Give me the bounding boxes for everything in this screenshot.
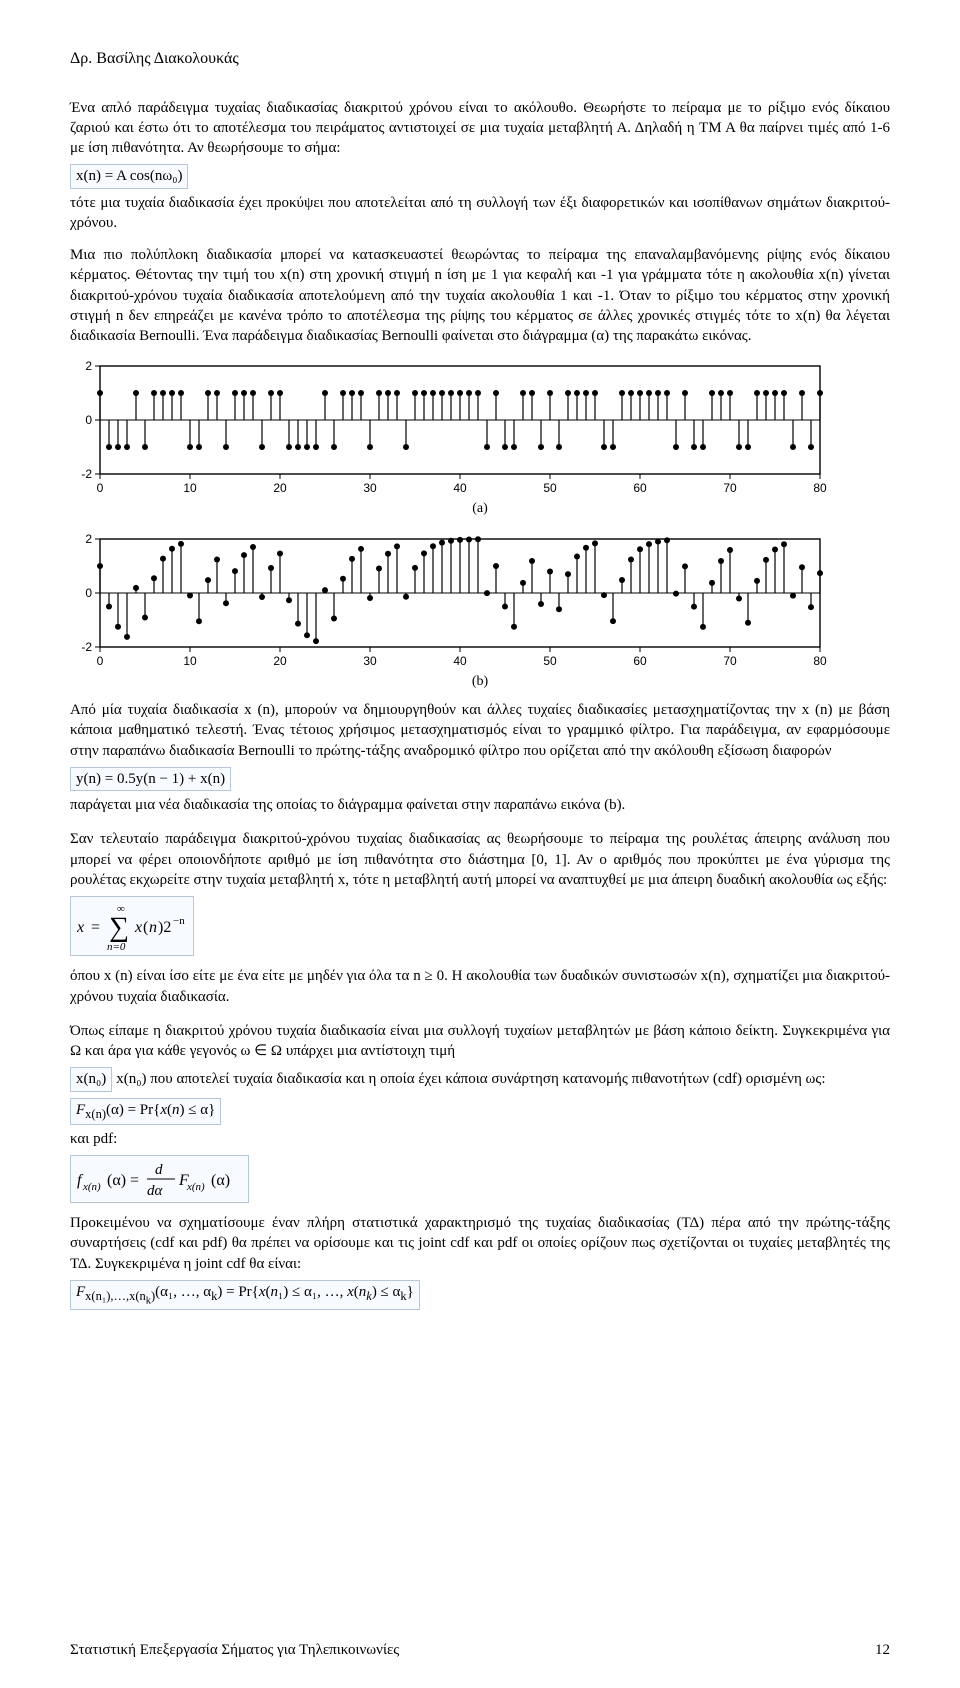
equation-6-text: Fx(n₁),…,x(nk)(α₁, …, αk) = Pr{x(n₁) ≤ α… [70, 1280, 420, 1311]
svg-text:20: 20 [273, 481, 287, 495]
svg-text:n: n [149, 919, 157, 936]
paragraph-5: παράγεται μια νέα διαδικασία της οποίας … [70, 795, 890, 815]
equation-6: Fx(n₁),…,x(nk)(α₁, …, αk) = Pr{x(n₁) ≤ α… [70, 1280, 890, 1311]
svg-text:0: 0 [97, 654, 104, 668]
paragraph-8b: x(n₀)x(n₀) που αποτελεί τυχαία διαδικασί… [70, 1067, 890, 1091]
svg-text:x(n): x(n) [82, 1181, 101, 1193]
equation-1: x(n) = A cos(nω₀) [70, 164, 890, 188]
svg-text:−n: −n [173, 915, 185, 927]
svg-text:10: 10 [183, 481, 197, 495]
equation-4: Fx(n)(α) = Pr{x(n) ≤ α} [70, 1098, 890, 1125]
figure-a-label: (a) [70, 500, 890, 519]
paragraph-4: Από μία τυχαία διαδικασία x (n), μπορούν… [70, 700, 890, 761]
svg-text:20: 20 [273, 654, 287, 668]
equation-3-svg: x = ∞ ∑ n=0 x ( n )2 −n [77, 900, 187, 952]
svg-text:x: x [134, 919, 142, 936]
equation-3: x = ∞ ∑ n=0 x ( n )2 −n [70, 896, 890, 962]
svg-text:n=0: n=0 [107, 941, 126, 952]
svg-text:0: 0 [97, 481, 104, 495]
svg-text:70: 70 [723, 481, 737, 495]
svg-text:dα: dα [147, 1183, 164, 1199]
svg-text:40: 40 [453, 481, 467, 495]
svg-text:60: 60 [633, 481, 647, 495]
svg-text:30: 30 [363, 481, 377, 495]
footer-page-number: 12 [875, 1640, 890, 1660]
equation-5: f x(n) (α) = d dα F x(n) (α) [70, 1155, 890, 1209]
svg-text:x(n): x(n) [186, 1181, 205, 1193]
equation-2: y(n) = 0.5y(n − 1) + x(n) [70, 767, 890, 791]
footer-title: Στατιστική Επεξεργασία Σήματος για Τηλεπ… [70, 1640, 399, 1660]
svg-text:0: 0 [85, 413, 92, 427]
paragraph-10: Προκειμένου να σχηματίσουμε έναν πλήρη σ… [70, 1213, 890, 1274]
figure-a: -20201020304050607080 (a) [70, 358, 890, 519]
svg-text:0: 0 [85, 586, 92, 600]
paragraph-2: τότε μια τυχαία διαδικασία έχει προκύψει… [70, 193, 890, 234]
paragraph-7: όπου x (n) είναι ίσο είτε με ένα είτε με… [70, 966, 890, 1007]
paragraph-8b-text: x(n₀) που αποτελεί τυχαία διαδικασία και… [116, 1071, 825, 1087]
svg-text:-2: -2 [81, 467, 92, 481]
svg-text:40: 40 [453, 654, 467, 668]
equation-1-text: x(n) = A cos(nω₀) [70, 164, 188, 188]
equation-4-text: Fx(n)(α) = Pr{x(n) ≤ α} [70, 1098, 221, 1125]
figure-b-label: (b) [70, 673, 890, 692]
svg-text:50: 50 [543, 481, 557, 495]
svg-text:2: 2 [85, 359, 92, 373]
inline-xn0: x(n₀) [70, 1067, 112, 1091]
svg-text:70: 70 [723, 654, 737, 668]
svg-text:60: 60 [633, 654, 647, 668]
svg-text:10: 10 [183, 654, 197, 668]
figure-b: -20201020304050607080 (b) [70, 531, 890, 692]
svg-text:=: = [91, 919, 100, 936]
equation-2-text: y(n) = 0.5y(n − 1) + x(n) [70, 767, 231, 791]
paragraph-9: και pdf: [70, 1129, 890, 1149]
page-footer: Στατιστική Επεξεργασία Σήματος για Τηλεπ… [70, 1640, 890, 1660]
svg-text:80: 80 [813, 654, 827, 668]
svg-text:(α) =: (α) = [107, 1172, 139, 1189]
page: Δρ. Βασίλης Διακολουκάς Ένα απλό παράδει… [0, 0, 960, 1688]
svg-text:)2: )2 [158, 919, 171, 936]
paragraph-3: Μια πιο πολύπλοκη διαδικασία μπορεί να κ… [70, 245, 890, 346]
svg-text:30: 30 [363, 654, 377, 668]
stem-plot-b: -20201020304050607080 [70, 531, 890, 671]
svg-text:∑: ∑ [109, 912, 129, 943]
paragraph-8: Όπως είπαμε η διακριτού χρόνου τυχαία δι… [70, 1021, 890, 1062]
svg-text:50: 50 [543, 654, 557, 668]
svg-text:-2: -2 [81, 640, 92, 654]
svg-text:x: x [77, 919, 84, 936]
svg-text:80: 80 [813, 481, 827, 495]
stem-plot-a: -20201020304050607080 [70, 358, 890, 498]
paragraph-6: Σαν τελευταίο παράδειγμα διακριτού-χρόνο… [70, 829, 890, 890]
paragraph-1: Ένα απλό παράδειγμα τυχαίας διαδικασίας … [70, 98, 890, 159]
equation-5-svg: f x(n) (α) = d dα F x(n) (α) [77, 1159, 242, 1199]
svg-text:(α): (α) [211, 1172, 230, 1189]
svg-text:d: d [155, 1162, 163, 1178]
header-author: Δρ. Βασίλης Διακολουκάς [70, 48, 890, 70]
svg-text:2: 2 [85, 532, 92, 546]
svg-text:(: ( [143, 919, 148, 936]
